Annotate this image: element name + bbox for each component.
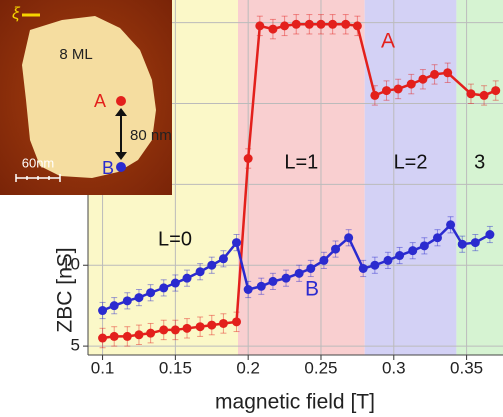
data-point <box>306 264 315 273</box>
data-point <box>219 254 228 263</box>
region-label: L=1 <box>284 151 318 173</box>
data-point <box>110 301 119 310</box>
data-point <box>207 261 216 270</box>
data-point <box>382 86 391 95</box>
y-axis-label: ZBC [nS] <box>54 247 77 332</box>
data-point <box>134 330 143 339</box>
data-point <box>443 68 452 77</box>
data-point <box>292 20 301 29</box>
data-point <box>159 283 168 292</box>
region-label: L=2 <box>394 151 428 173</box>
data-point <box>134 293 143 302</box>
y-tick-label: 5 <box>71 336 80 355</box>
data-point <box>353 21 362 30</box>
data-point <box>331 245 340 254</box>
data-point <box>232 317 241 326</box>
data-point <box>257 282 266 291</box>
data-point <box>383 256 392 265</box>
data-point <box>196 322 205 331</box>
data-point <box>146 288 155 297</box>
data-point <box>418 75 427 84</box>
x-tick-label: 0.3 <box>382 358 406 377</box>
x-tick-label: 0.25 <box>304 358 337 377</box>
data-point <box>407 80 416 89</box>
inset-label: 8 ML <box>59 46 92 63</box>
region-label: 3 <box>474 151 485 173</box>
x-tick-label: 0.15 <box>159 358 192 377</box>
data-point <box>328 20 337 29</box>
data-point <box>480 91 489 100</box>
inset-image: ξ 8 ML A B 80 nm 60nm <box>0 0 172 195</box>
data-point <box>280 21 289 30</box>
data-point <box>146 329 155 338</box>
data-point <box>110 332 119 341</box>
data-point <box>319 256 328 265</box>
x-axis-label: magnetic field [T] <box>215 391 375 414</box>
data-point <box>183 274 192 283</box>
data-point <box>219 319 228 328</box>
x-tick-label: 0.35 <box>450 358 483 377</box>
data-point <box>359 264 368 273</box>
data-point <box>420 241 429 250</box>
data-point <box>344 233 353 242</box>
inset-label: 60nm <box>22 155 55 170</box>
data-point <box>446 220 455 229</box>
data-point <box>255 21 264 30</box>
data-point <box>268 25 277 34</box>
data-point <box>305 20 314 29</box>
inset-label: A <box>94 91 106 111</box>
data-point <box>370 91 379 100</box>
region-label: L=0 <box>158 228 192 250</box>
series-label: A <box>381 30 395 53</box>
chart: 0.10.150.20.250.30.35510152025L=0L=1L=23… <box>0 0 503 417</box>
data-point <box>295 269 304 278</box>
data-point <box>98 334 107 343</box>
data-point <box>370 261 379 270</box>
data-point <box>244 154 253 163</box>
data-point <box>282 274 291 283</box>
data-point <box>207 321 216 330</box>
data-point <box>430 70 439 79</box>
data-point <box>244 285 253 294</box>
data-point <box>171 325 180 334</box>
point-a <box>116 96 126 106</box>
data-point <box>471 238 480 247</box>
x-tick-label: 0.1 <box>91 358 115 377</box>
data-point <box>196 267 205 276</box>
inset-label: B <box>102 158 114 178</box>
data-point <box>98 306 107 315</box>
series-label: B <box>305 278 319 301</box>
data-point <box>466 89 475 98</box>
data-point <box>171 279 180 288</box>
data-point <box>232 238 241 247</box>
data-point <box>268 277 277 286</box>
data-point <box>458 240 467 249</box>
data-point <box>433 233 442 242</box>
region <box>456 0 503 355</box>
inset-label: 80 nm <box>130 127 172 144</box>
data-point <box>316 20 325 29</box>
data-point <box>491 86 500 95</box>
data-point <box>485 230 494 239</box>
region <box>365 0 457 355</box>
data-point <box>395 251 404 260</box>
data-point <box>183 324 192 333</box>
data-point <box>159 325 168 334</box>
data-point <box>341 20 350 29</box>
data-point <box>123 332 132 341</box>
data-point <box>408 246 417 255</box>
point-b <box>116 162 126 172</box>
data-point <box>123 296 132 305</box>
data-point <box>394 84 403 93</box>
x-tick-label: 0.2 <box>236 358 260 377</box>
